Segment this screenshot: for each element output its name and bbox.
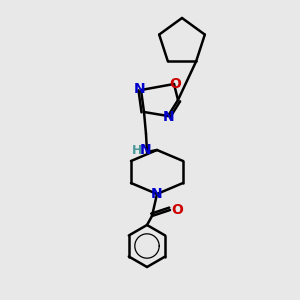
Text: H: H — [132, 143, 142, 157]
Text: O: O — [171, 203, 183, 217]
Text: N: N — [134, 82, 146, 96]
Text: N: N — [151, 187, 163, 201]
Text: N: N — [140, 143, 152, 157]
Text: N: N — [163, 110, 175, 124]
Text: O: O — [169, 77, 181, 91]
